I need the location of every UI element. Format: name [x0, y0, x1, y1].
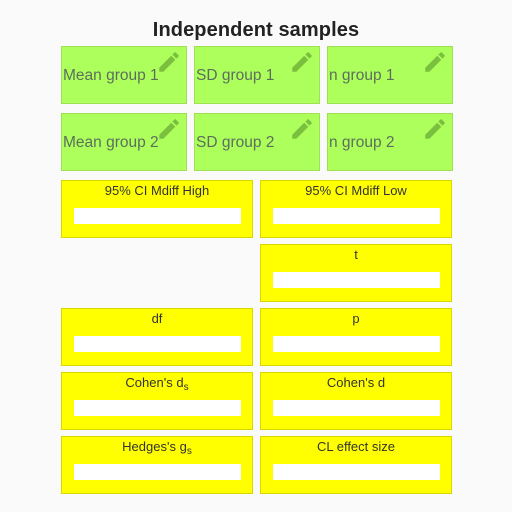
cohens-d-output: Cohen's d [260, 372, 452, 430]
page-title: Independent samples [152, 19, 360, 41]
df-label: df [151, 311, 163, 326]
cl-effect-size-value [273, 464, 440, 480]
cohens-d-label: Cohen's d [326, 375, 386, 390]
t-value [273, 272, 440, 288]
pencil-icon [292, 119, 312, 139]
cohens-ds-label-subscript: s [183, 382, 189, 393]
mean-group-1-label: Mean group 1 [63, 67, 159, 84]
pencil-icon [159, 119, 179, 139]
n-group-1-input[interactable]: n group 1 [327, 46, 453, 104]
ci-mdiff-high-value [74, 208, 241, 224]
cohens-ds-value [74, 400, 241, 416]
mean-group-1-input[interactable]: Mean group 1 [61, 46, 187, 104]
hedges-gs-label-text: Hedges's g [122, 439, 187, 454]
n-group-2-label: n group 2 [329, 134, 395, 151]
hedges-gs-output: Hedges's gs [61, 436, 253, 494]
p-label: p [352, 311, 360, 326]
ci-mdiff-low-label: 95% CI Mdiff Low [305, 183, 407, 198]
sd-group-1-input[interactable]: SD group 1 [194, 46, 320, 104]
pencil-icon [159, 52, 179, 72]
ci-mdiff-low-output: 95% CI Mdiff Low [260, 180, 452, 238]
mean-group-2-input[interactable]: Mean group 2 [61, 113, 187, 171]
pencil-icon [425, 119, 445, 139]
t-label: t [354, 247, 358, 262]
cohens-ds-label: Cohen's ds [62, 375, 252, 393]
hedges-gs-value [74, 464, 241, 480]
cohens-ds-label-text: Cohen's d [125, 375, 184, 390]
ci-mdiff-low-value [273, 208, 440, 224]
hedges-gs-label: Hedges's gs [62, 439, 252, 457]
sd-group-2-label: SD group 2 [196, 134, 275, 151]
sd-group-1-label: SD group 1 [196, 67, 275, 84]
cl-effect-size-label: CL effect size [316, 439, 396, 454]
hedges-gs-label-subscript: s [186, 446, 192, 457]
sd-group-2-input[interactable]: SD group 2 [194, 113, 320, 171]
t-output: t [260, 244, 452, 302]
pencil-icon [425, 52, 445, 72]
n-group-1-label: n group 1 [329, 67, 395, 84]
df-output: df [61, 308, 253, 366]
p-output: p [260, 308, 452, 366]
cohens-d-value [273, 400, 440, 416]
cohens-ds-output: Cohen's ds [61, 372, 253, 430]
cl-effect-size-output: CL effect size [260, 436, 452, 494]
pencil-icon [292, 52, 312, 72]
df-value [74, 336, 241, 352]
p-value [273, 336, 440, 352]
ci-mdiff-high-output: 95% CI Mdiff High [61, 180, 253, 238]
n-group-2-input[interactable]: n group 2 [327, 113, 453, 171]
mean-group-2-label: Mean group 2 [63, 134, 159, 151]
ci-mdiff-high-label: 95% CI Mdiff High [104, 183, 210, 198]
